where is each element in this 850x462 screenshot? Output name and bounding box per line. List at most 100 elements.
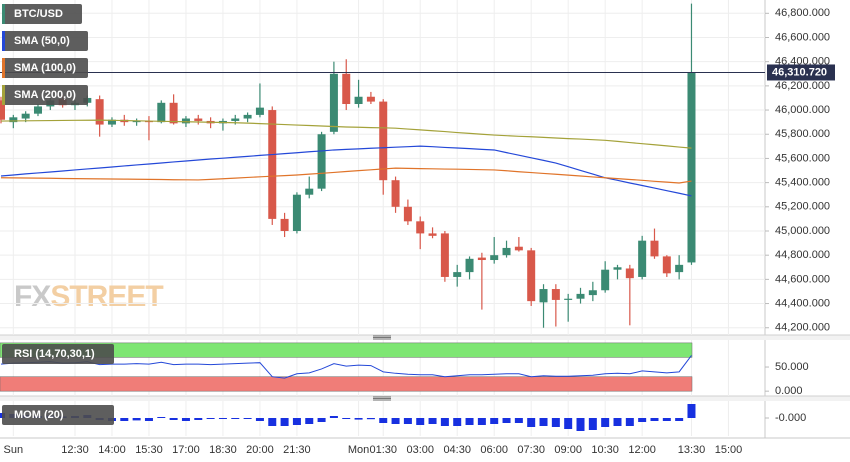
- panel-label-box: [2, 344, 114, 364]
- y-tick-label: 46,000.000: [775, 104, 830, 116]
- mom-bar: [354, 418, 363, 420]
- mom-bar: [157, 417, 166, 418]
- candle-body: [194, 118, 203, 121]
- x-tick-label: 21:30: [283, 444, 311, 456]
- candle-body: [465, 258, 474, 273]
- legend-label: SMA (200,0): [14, 89, 76, 101]
- candle-body: [564, 298, 573, 300]
- candle-body: [638, 240, 647, 277]
- y-tick-label: 46,600.000: [775, 31, 830, 43]
- mom-bar: [144, 418, 153, 421]
- mom-bar: [675, 418, 684, 421]
- candle-body: [490, 255, 499, 261]
- mom-bar: [551, 418, 560, 427]
- y-tick-label: 0.000: [775, 385, 803, 397]
- mom-bar: [650, 418, 659, 421]
- legend-label: SMA (100,0): [14, 62, 76, 74]
- watermark-part: STREET: [50, 280, 163, 313]
- legend-swatch: [2, 85, 5, 105]
- mom-bar: [231, 418, 240, 419]
- mom-bar: [292, 418, 301, 425]
- candle-body: [416, 221, 425, 234]
- mom-bar: [625, 418, 634, 426]
- mom-bar: [601, 418, 610, 427]
- candle-body: [625, 268, 634, 279]
- mom-bar: [317, 418, 326, 422]
- y-tick-label: 46,800.000: [775, 7, 830, 19]
- mom-bar: [132, 418, 141, 421]
- mom-bar: [218, 418, 227, 419]
- mom-bar: [379, 418, 388, 423]
- x-tick-label: 10:30: [591, 444, 619, 456]
- candle-body: [342, 73, 351, 105]
- legend-swatch: [2, 58, 5, 78]
- candle-body: [354, 96, 363, 105]
- panel-label: RSI (14,70,30,1): [14, 348, 95, 360]
- mom-bar: [428, 418, 437, 424]
- panel-label: MOM (20): [14, 409, 64, 421]
- mom-bar: [527, 418, 536, 427]
- candle-body: [231, 118, 240, 121]
- mom-bar: [613, 418, 622, 426]
- y-tick-label: -0.000: [775, 412, 806, 424]
- legend-box: [2, 85, 88, 105]
- candle-body: [477, 257, 486, 261]
- candle-body: [391, 180, 400, 207]
- mom-bar: [169, 418, 178, 420]
- mom-bar: [514, 418, 523, 423]
- candle-body: [601, 269, 610, 291]
- mom-bar: [403, 418, 412, 424]
- y-tick-label: 44,400.000: [775, 297, 830, 309]
- x-tick-label: 15:30: [135, 444, 163, 456]
- watermark-part: FX: [14, 280, 51, 313]
- candle-body: [268, 110, 277, 219]
- candle-body: [255, 107, 264, 115]
- mom-bar: [490, 418, 499, 424]
- legend-label: SMA (50,0): [14, 35, 70, 47]
- mom-bar: [181, 418, 190, 421]
- candle-body: [502, 247, 511, 256]
- candle-body: [157, 102, 166, 123]
- candle-body: [539, 289, 548, 303]
- mom-bar: [329, 416, 338, 418]
- mom-bar: [638, 418, 647, 422]
- candle-body: [181, 118, 190, 124]
- candle-body: [650, 240, 659, 257]
- candle-body: [440, 233, 449, 277]
- candle-body: [403, 206, 412, 222]
- x-tick-label: 04:30: [443, 444, 471, 456]
- legend-box: [2, 31, 88, 51]
- mom-bar: [539, 418, 548, 426]
- candle-body: [21, 113, 30, 119]
- mom-bar: [268, 418, 277, 426]
- rsi-band: [0, 376, 693, 392]
- mom-bar: [440, 418, 449, 426]
- candle-body: [132, 120, 141, 123]
- candle-body: [588, 290, 597, 296]
- mom-bar: [280, 418, 289, 426]
- y-tick-label: 45,800.000: [775, 128, 830, 140]
- y-tick-label: 45,400.000: [775, 177, 830, 189]
- x-tick-label: 12:30: [61, 444, 89, 456]
- candle-body: [675, 264, 684, 273]
- candle-body: [0, 100, 5, 120]
- sma-line: [0, 145, 692, 197]
- legend-box: [2, 58, 88, 78]
- y-tick-label: 50.000: [775, 361, 809, 373]
- candle-body: [379, 101, 388, 181]
- mom-bar: [391, 418, 400, 424]
- candle-body: [662, 256, 671, 274]
- panel-separator: [0, 396, 850, 401]
- legend-box: [2, 4, 82, 24]
- x-tick-label: Mon: [348, 444, 369, 456]
- mom-bar: [687, 404, 696, 418]
- y-tick-label: 45,200.000: [775, 201, 830, 213]
- y-tick-label: 44,800.000: [775, 249, 830, 261]
- mom-bar: [502, 418, 511, 423]
- mom-bar: [366, 418, 375, 420]
- candle-body: [169, 102, 178, 124]
- watermark: FXSTREET: [14, 280, 163, 313]
- rsi-line: [0, 355, 692, 379]
